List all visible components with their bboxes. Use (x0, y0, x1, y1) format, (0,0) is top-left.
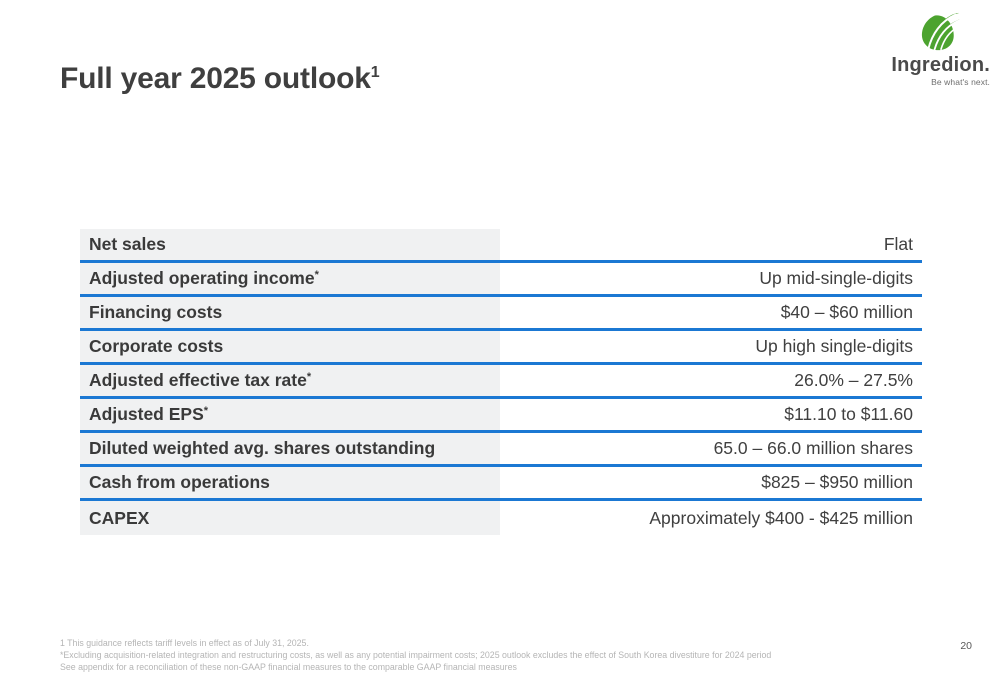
row-value: $11.10 to $11.60 (784, 404, 913, 424)
footnotes: 1 This guidance reflects tariff levels i… (60, 637, 940, 673)
row-label: Adjusted effective tax rate (89, 370, 307, 390)
row-label: Diluted weighted avg. shares outstanding (89, 438, 436, 458)
row-label-cell: Diluted weighted avg. shares outstanding (80, 433, 500, 464)
row-value: Flat (883, 234, 913, 254)
row-label: CAPEX (89, 507, 150, 528)
table-row: Diluted weighted avg. shares outstanding… (80, 433, 922, 467)
row-value: $825 – $950 million (761, 472, 913, 492)
footnote-line: See appendix for a reconciliation of the… (60, 662, 517, 672)
row-label: Net sales (89, 234, 166, 254)
page-title-superscript: 1 (370, 64, 380, 81)
table-row: CAPEX Approximately $400 - $425 million (80, 501, 922, 535)
table-row: Adjusted effective tax rate * 26.0% – 27.… (80, 365, 922, 399)
row-label-cell: Cash from operations (80, 467, 500, 498)
row-value: 65.0 – 66.0 million shares (713, 438, 913, 458)
footnote-line: *Excluding acquisition-related integrati… (60, 650, 772, 660)
page-title-text: Full year 2025 outlook (60, 62, 371, 95)
row-label: Cash from operations (89, 472, 270, 492)
page-title: Full year 2025 outlook1 (60, 62, 380, 96)
row-label-cell: Adjusted EPS * (80, 399, 500, 430)
brand-tagline: Be what's next. (931, 77, 990, 87)
row-label-cell: Financing costs (80, 297, 500, 328)
row-label-cell: CAPEX (80, 501, 500, 535)
row-label: Financing costs (89, 302, 223, 322)
row-label: Corporate costs (89, 336, 224, 356)
row-value: 26.0% – 27.5% (794, 370, 913, 390)
brand-logo: Ingredion. Be what's next. (891, 12, 990, 87)
row-label: Adjusted operating income (89, 268, 315, 288)
outlook-table: Net sales Flat Adjusted operating income… (80, 229, 922, 535)
row-value: Approximately $400 - $425 million (649, 507, 913, 528)
row-label-cell: Adjusted operating income * (80, 263, 500, 294)
page-number: 20 (960, 640, 972, 652)
row-value: Up high single-digits (755, 336, 913, 356)
row-value: $40 – $60 million (780, 302, 913, 322)
row-label: Adjusted EPS (89, 404, 204, 424)
table-row: Adjusted operating income * Up mid-single… (80, 263, 922, 297)
row-label-cell: Net sales (80, 229, 500, 260)
table-row: Adjusted EPS * $11.10 to $11.60 (80, 399, 922, 433)
table-row: Financing costs $40 – $60 million (80, 297, 922, 331)
brand-name: Ingredion. (891, 54, 990, 76)
row-label-cell: Adjusted effective tax rate * (80, 365, 500, 396)
table-row: Net sales Flat (80, 229, 922, 263)
row-value: Up mid-single-digits (759, 268, 913, 288)
row-label-cell: Corporate costs (80, 331, 500, 362)
table-row: Cash from operations $825 – $950 million (80, 467, 922, 501)
leaf-icon (921, 12, 960, 51)
footnote-line: 1 This guidance reflects tariff levels i… (60, 638, 309, 648)
table-row: Corporate costs Up high single-digits (80, 331, 922, 365)
